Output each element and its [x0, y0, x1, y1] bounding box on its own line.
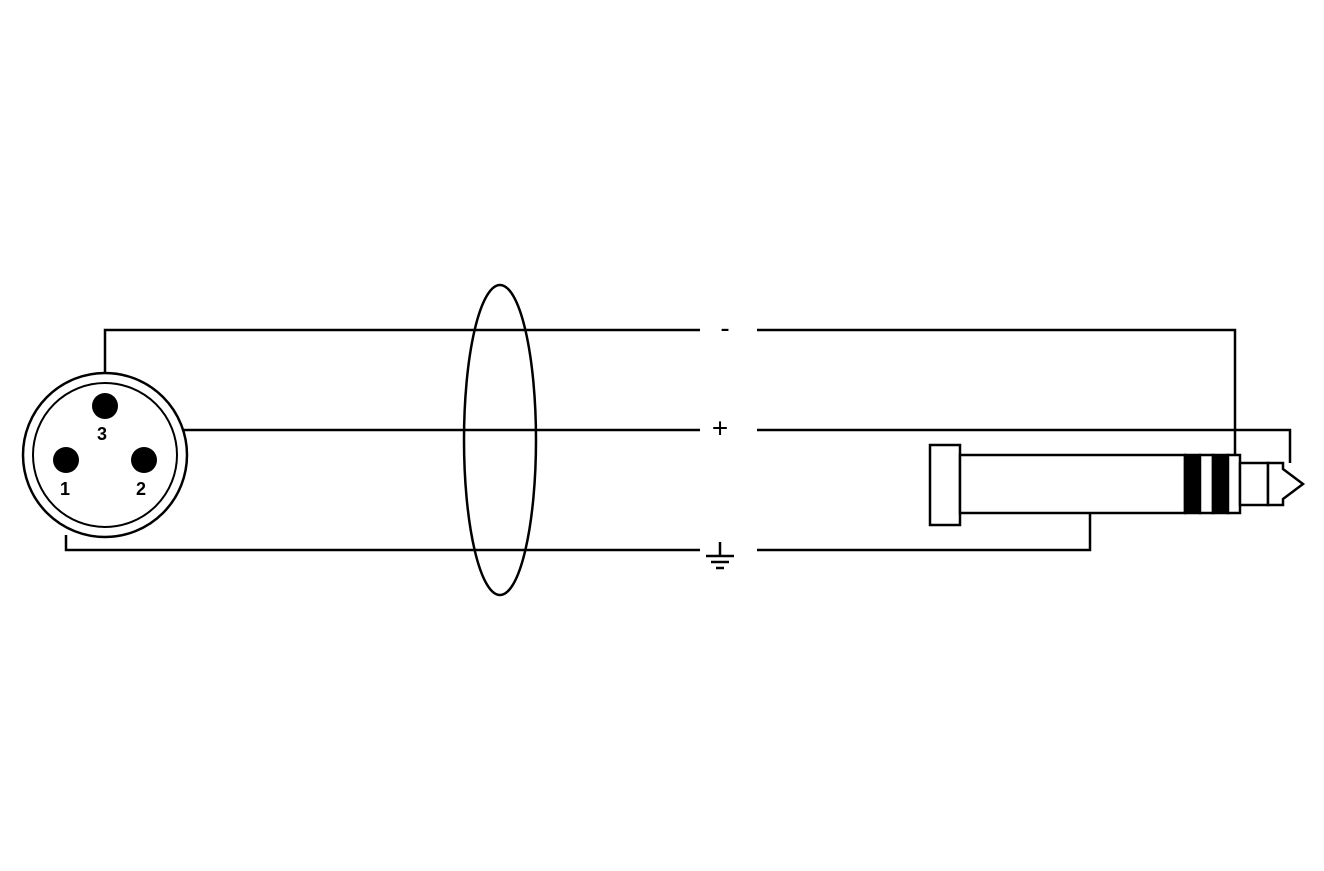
jack-tip-insulator: [1213, 455, 1228, 513]
jack-sleeve: [960, 455, 1185, 513]
jack-ring-contact: [1200, 455, 1213, 513]
xlr-pin-label-2: 2: [136, 479, 146, 499]
label-plus: +: [712, 412, 728, 443]
xlr-to-trs-wiring-diagram: - +1 2 3: [0, 0, 1324, 871]
jack-neck: [1240, 463, 1268, 505]
label-minus: -: [720, 312, 729, 343]
jack-ring-insulator: [1185, 455, 1200, 513]
xlr-pin-3: [92, 393, 118, 419]
jack-tip: [1268, 463, 1303, 505]
xlr-pin-2: [131, 447, 157, 473]
xlr-pin-label-3: 3: [97, 424, 107, 444]
xlr-pin-1: [53, 447, 79, 473]
cable-shield-ellipse: [464, 285, 536, 595]
xlr-pin-label-1: 1: [60, 479, 70, 499]
jack-strain-relief: [930, 445, 960, 525]
